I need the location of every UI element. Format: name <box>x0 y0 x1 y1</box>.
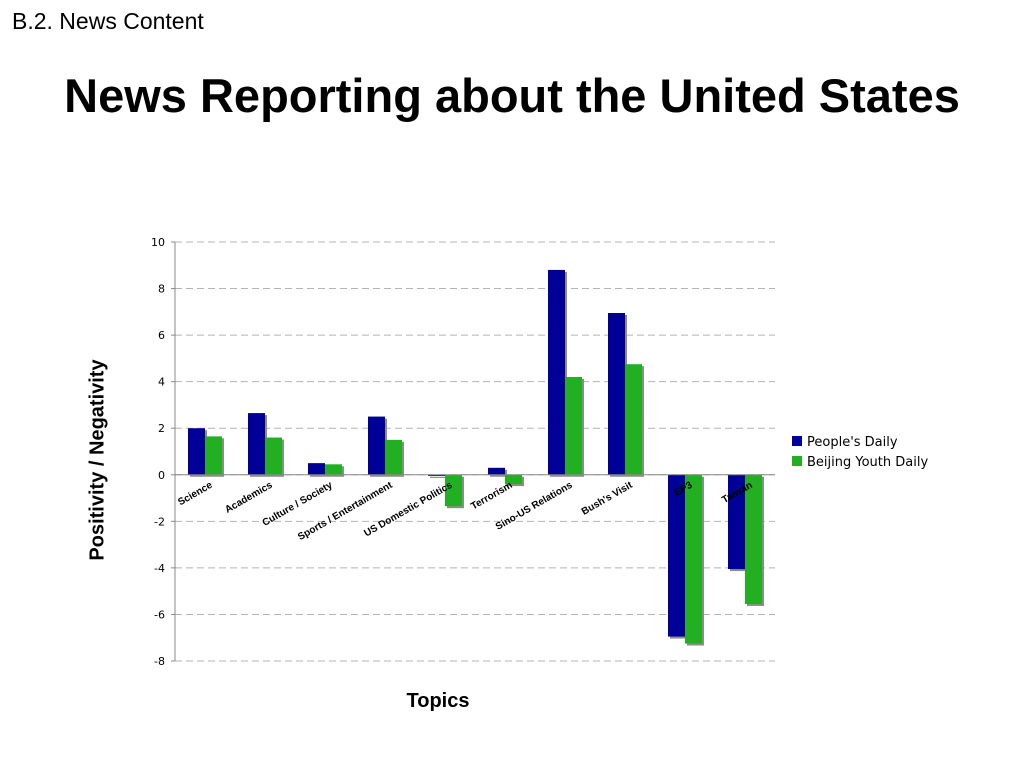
page-title: News Reporting about the United States <box>64 69 960 122</box>
bar <box>325 464 342 475</box>
bar <box>745 474 762 604</box>
section-heading: B.2. News Content <box>12 8 204 34</box>
y-tick-label: -2 <box>154 515 165 528</box>
legend-label: Beijing Youth Daily <box>807 455 928 470</box>
x-axis-label: Topics <box>406 690 470 712</box>
bar <box>625 364 642 475</box>
bar <box>548 269 565 475</box>
y-tick-label: -6 <box>154 608 165 621</box>
y-tick-label: 8 <box>158 283 165 296</box>
legend-swatch <box>792 456 802 466</box>
bar <box>445 474 462 507</box>
category-label: Academics <box>223 480 275 516</box>
bar <box>205 436 222 475</box>
legend: People's Daily Beijing Youth Daily <box>792 435 928 470</box>
legend-label: People's Daily <box>807 435 898 450</box>
bar <box>265 437 282 475</box>
bar <box>565 377 582 475</box>
bar <box>685 474 702 644</box>
y-tick-label: 2 <box>158 422 165 435</box>
bar <box>428 474 445 476</box>
category-label: Sports / Entertainment <box>296 480 395 543</box>
y-tick-label: 0 <box>158 469 165 482</box>
category-label: Bush's Visit <box>580 480 635 518</box>
y-tick-label: 6 <box>158 329 165 342</box>
bar <box>608 312 625 475</box>
category-label: Science <box>176 480 215 509</box>
bar <box>505 474 522 485</box>
bar <box>488 467 505 475</box>
y-tick-label: 4 <box>158 376 165 389</box>
category-label: Terrorism <box>469 480 514 513</box>
legend-swatch <box>792 436 802 446</box>
bar <box>368 416 385 475</box>
y-tick-label: -8 <box>154 655 165 668</box>
bar <box>308 463 325 475</box>
bar-shadow <box>430 476 447 478</box>
y-tick-label: -4 <box>154 562 165 575</box>
bars-layer <box>188 269 764 646</box>
bar <box>728 474 745 570</box>
bar <box>188 428 205 475</box>
y-tick-label: 10 <box>151 236 165 249</box>
bar <box>668 474 685 637</box>
bar <box>385 439 402 475</box>
bar <box>248 413 265 475</box>
